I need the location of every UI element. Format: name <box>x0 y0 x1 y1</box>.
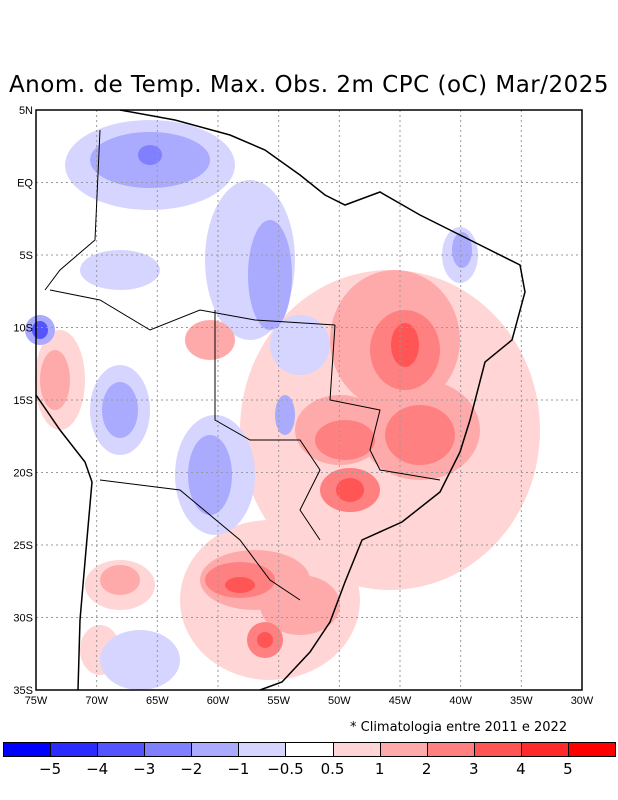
border-line <box>44 129 101 291</box>
map-frame <box>35 109 583 691</box>
border-line <box>99 479 301 601</box>
colorbar-label: 2 <box>421 760 432 778</box>
anomaly-contour <box>80 250 160 290</box>
colorbar-label: 1 <box>374 760 385 778</box>
colorbar-swatch <box>285 742 334 757</box>
colorbar-swatch <box>3 742 52 757</box>
anomaly-contour <box>188 435 232 515</box>
anomaly-contour <box>452 232 472 268</box>
lon-tick-label: 45W <box>389 695 412 707</box>
lat-tick-label: 35S <box>13 685 33 697</box>
lat-tick-label: 30S <box>13 613 33 625</box>
border-line <box>329 324 441 481</box>
colorbar-label: −0.5 <box>267 760 304 778</box>
colorbar-swatch <box>238 742 287 757</box>
colorbar-label: −5 <box>39 760 62 778</box>
anomaly-contour <box>32 321 48 339</box>
colorbar-swatch <box>473 742 522 757</box>
colorbar-swatch <box>332 742 381 757</box>
lat-tick-label: 25S <box>13 540 33 552</box>
anomaly-contour <box>100 630 180 690</box>
anomaly-contour <box>385 405 455 465</box>
coastline <box>35 394 93 691</box>
anomaly-contour <box>102 382 138 438</box>
colorbar-label: −2 <box>180 760 203 778</box>
anomaly-contour <box>336 478 364 502</box>
lon-tick-label: 30W <box>571 695 594 707</box>
colorbar-label: −3 <box>133 760 156 778</box>
anomaly-contour <box>257 632 273 648</box>
anomaly-contour <box>185 320 235 360</box>
lon-tick-label: 75W <box>25 695 48 707</box>
lon-tick-label: 35W <box>510 695 533 707</box>
anomaly-contour <box>100 565 140 595</box>
colorbar-swatch <box>379 742 428 757</box>
lat-tick-label: 15S <box>13 395 33 407</box>
lat-tick-label: 20S <box>13 468 33 480</box>
anomaly-contour <box>315 420 375 460</box>
coastline <box>119 109 526 691</box>
colorbar-label: −4 <box>86 760 109 778</box>
lat-tick-label: 5S <box>20 250 33 262</box>
climatology-note: * Climatologia entre 2011 e 2022 <box>350 720 568 735</box>
anomaly-contour <box>391 323 419 367</box>
colorbar-label: 3 <box>468 760 479 778</box>
lat-tick-label: 5N <box>19 105 33 117</box>
colorbar-label: 5 <box>563 760 573 778</box>
colorbar-swatch <box>567 742 616 757</box>
colorbar-label: −1 <box>227 760 250 778</box>
colorbar-swatch <box>426 742 475 757</box>
anomaly-contour <box>260 575 340 635</box>
colorbar-label: 0.5 <box>320 760 345 778</box>
colorbar-swatch <box>97 742 146 757</box>
colorbar-swatch <box>520 742 569 757</box>
anomaly-contour <box>225 577 255 593</box>
border-line <box>214 310 321 541</box>
anomaly-contour <box>40 350 70 410</box>
anomaly-contour <box>275 395 295 435</box>
lat-tick-label: 10S <box>13 323 33 335</box>
anomaly-contour <box>138 145 162 165</box>
anomaly-contour <box>270 315 330 375</box>
colorbar-swatch <box>191 742 240 757</box>
lon-tick-label: 40W <box>449 695 472 707</box>
anomaly-contour <box>248 220 292 330</box>
lon-tick-label: 70W <box>85 695 108 707</box>
lon-tick-label: 50W <box>328 695 351 707</box>
lon-tick-label: 55W <box>267 695 290 707</box>
colorbar-label: 4 <box>516 760 526 778</box>
lat-tick-label: EQ <box>17 178 33 190</box>
lon-tick-label: 60W <box>207 695 230 707</box>
lon-tick-label: 65W <box>146 695 169 707</box>
border-line <box>49 289 336 331</box>
colorbar-swatch <box>50 742 99 757</box>
map-title: Anom. de Temp. Max. Obs. 2m CPC (oC) Mar… <box>8 72 610 98</box>
colorbar-swatch <box>144 742 193 757</box>
